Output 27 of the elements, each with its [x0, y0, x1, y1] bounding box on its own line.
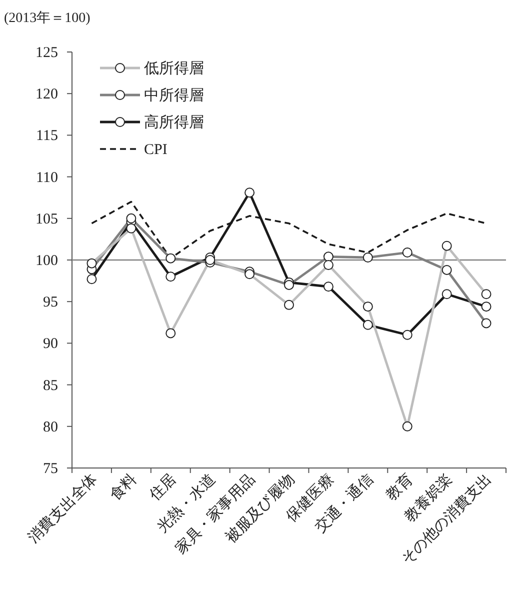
y-tick-label: 80 [43, 419, 58, 436]
y-tick-label: 110 [36, 170, 58, 186]
point [166, 253, 176, 264]
y-tick-label: 90 [43, 336, 58, 352]
y-tick-label: 95 [43, 294, 58, 311]
point [362, 320, 373, 330]
y-tick-label: 75 [43, 461, 58, 477]
point [323, 282, 334, 292]
legend-label: CPI [144, 142, 168, 158]
point [166, 272, 176, 282]
point [481, 302, 492, 312]
legend-label: 低所得層 [144, 60, 204, 77]
point [244, 188, 255, 198]
y-tick-label: 85 [43, 378, 58, 394]
y-tick-label: 115 [36, 128, 58, 144]
y-tick-label: 120 [36, 86, 58, 103]
point [86, 274, 97, 284]
y-tick-label: 105 [36, 211, 58, 228]
point [402, 330, 412, 340]
y-axis-title: (2013年＝100) [4, 10, 91, 26]
y-tick-label: 125 [36, 45, 58, 61]
y-tick-label: 100 [36, 253, 58, 269]
x-tick-label: 食料 [106, 470, 140, 504]
legend-label: 高所得層 [144, 114, 204, 131]
x-tick-label: 住居 [146, 472, 180, 505]
legend-label: 中所得層 [144, 87, 204, 104]
point [442, 289, 452, 300]
